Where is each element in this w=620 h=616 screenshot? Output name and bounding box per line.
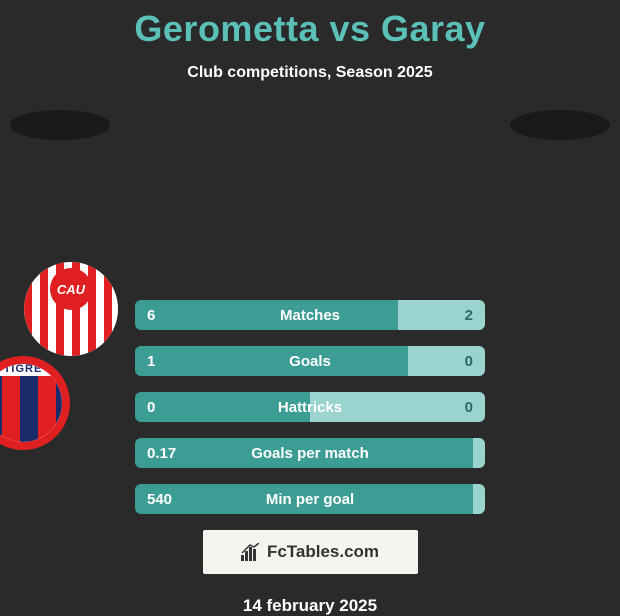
stat-right-value: 0 [408, 346, 485, 376]
stat-left-value: 6 [135, 300, 398, 330]
stat-row: 0.17Goals per match [135, 438, 485, 468]
player-silhouette-right [510, 110, 610, 140]
player-silhouette-left [10, 110, 110, 140]
stat-right-value [473, 438, 485, 468]
chart-icon [241, 543, 261, 561]
branding-text: FcTables.com [267, 542, 379, 562]
club-logo-left-text: CAU [50, 268, 92, 310]
stat-right-value: 2 [398, 300, 486, 330]
stats-container: 62Matches 10Goals 00Hattricks 0.17Goals per… [0, 300, 620, 616]
stat-row: 10Goals [135, 346, 485, 376]
date-text: 14 february 2025 [0, 596, 620, 616]
page-title: Gerometta vs Garay [0, 0, 620, 50]
stat-row: 540Min per goal [135, 484, 485, 514]
stat-right-value: 0 [310, 392, 485, 422]
stat-left-value: 1 [135, 346, 408, 376]
stat-row: 00Hattricks [135, 392, 485, 422]
stat-left-value: 540 [135, 484, 473, 514]
branding-badge: FcTables.com [203, 530, 418, 574]
stat-row: 62Matches [135, 300, 485, 330]
subtitle: Club competitions, Season 2025 [0, 64, 620, 82]
stat-right-value [473, 484, 485, 514]
stat-left-value: 0 [135, 392, 310, 422]
stat-left-value: 0.17 [135, 438, 473, 468]
